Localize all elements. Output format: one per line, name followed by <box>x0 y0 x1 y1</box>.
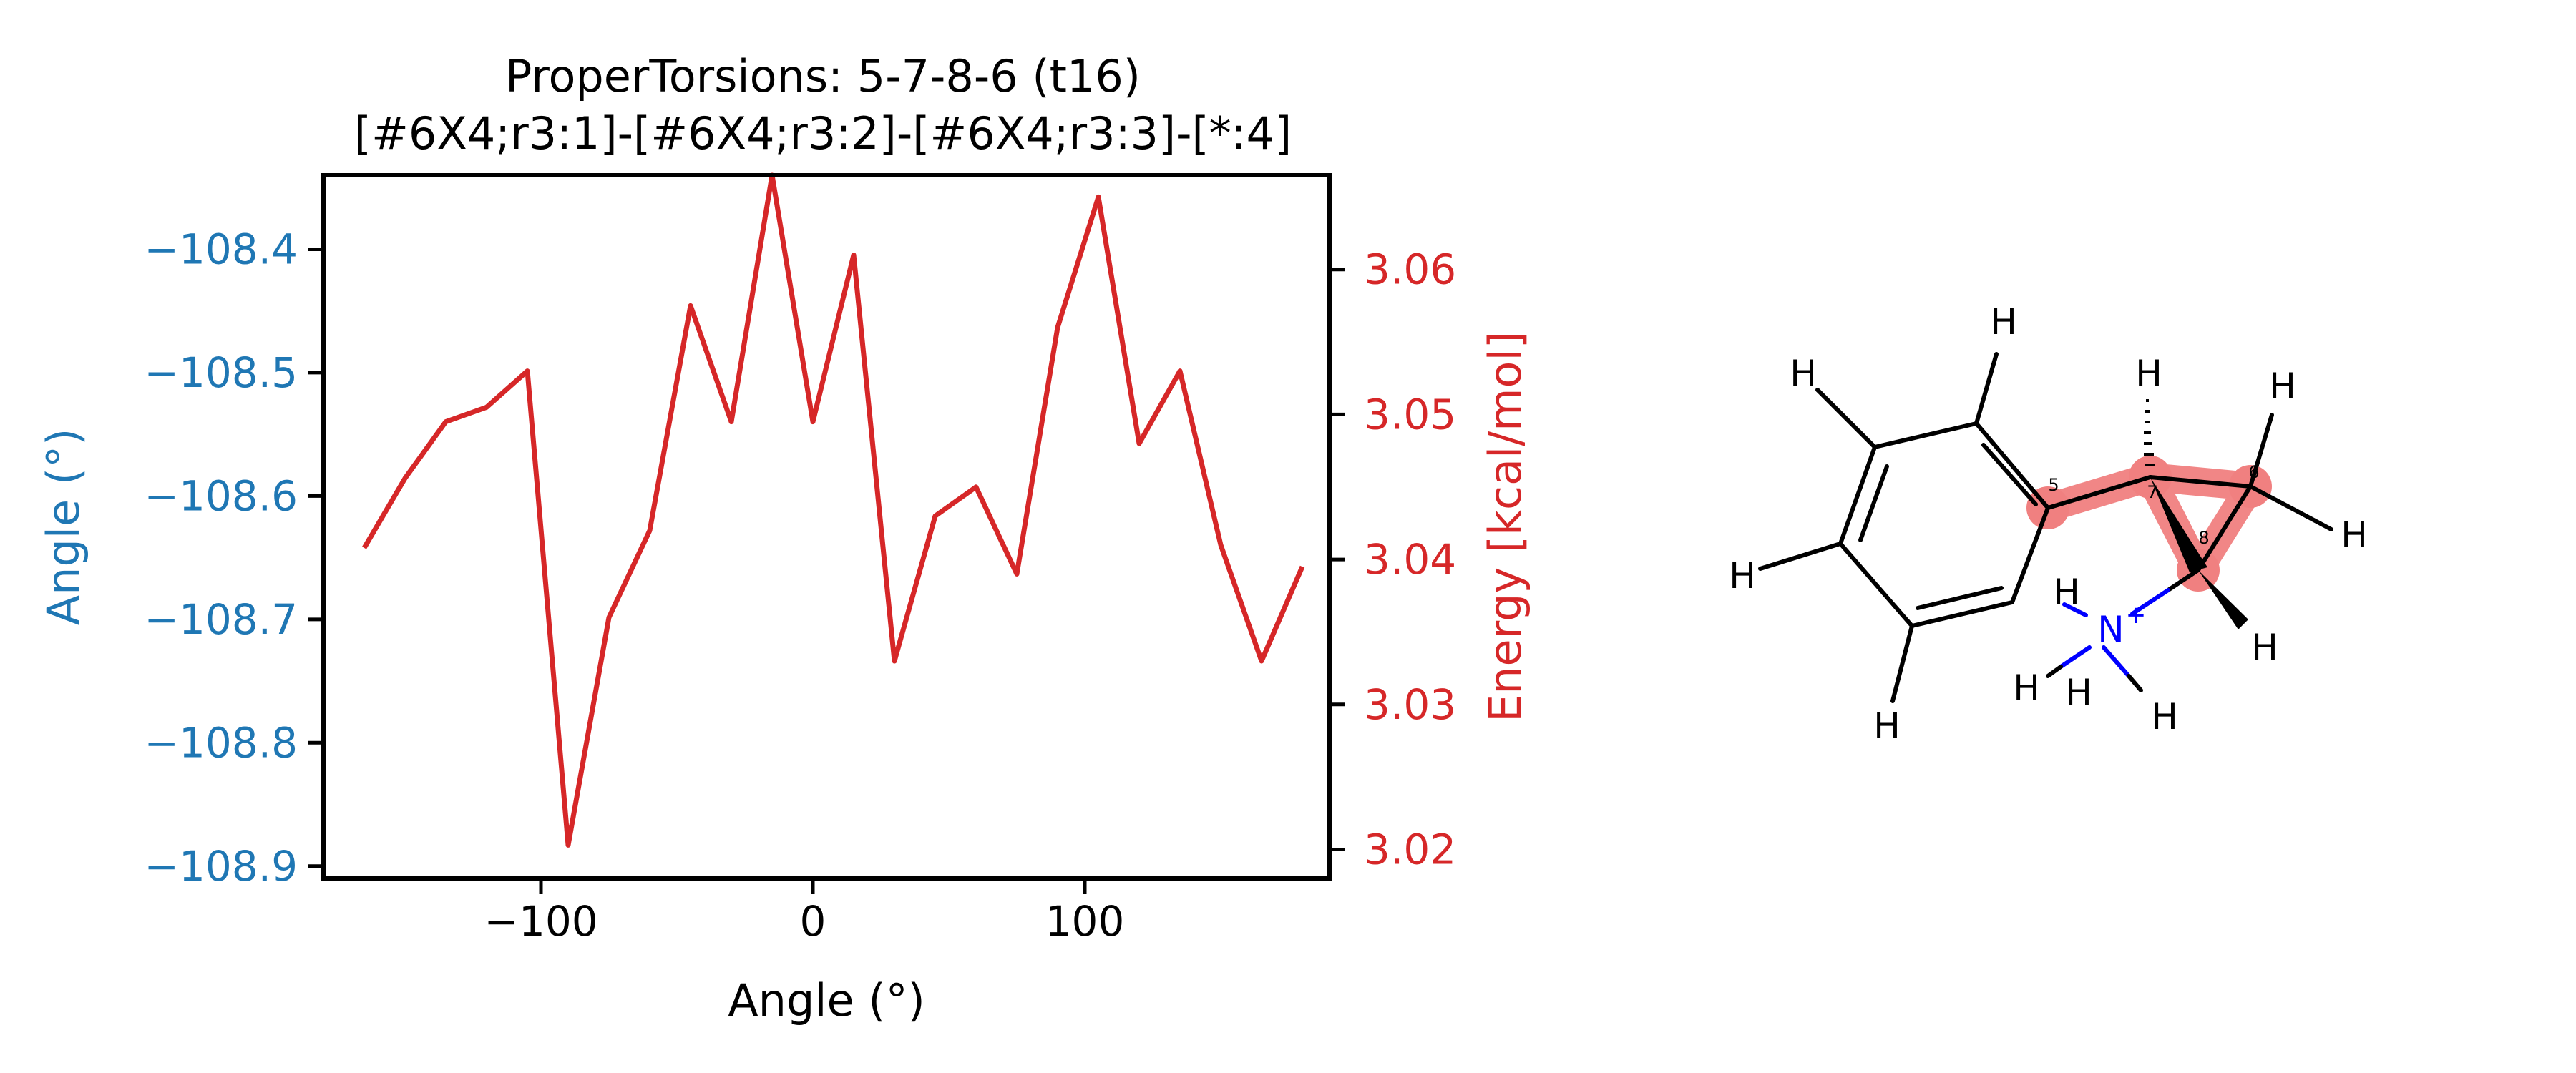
y-right-tick-label: 3.04 <box>1364 535 1456 584</box>
atom-label-h: H <box>1729 555 1756 597</box>
atom-label-h: H <box>2053 572 2080 613</box>
atom-label-h: H <box>2013 667 2040 709</box>
atom-label-h: H <box>1873 705 1901 747</box>
atom-label-h: H <box>2269 366 2296 407</box>
y-left-tick-label: −108.6 <box>144 471 298 520</box>
y-right-axis-label: Energy [kcal/mol] <box>1479 331 1531 722</box>
molecule-structure: H H H H H H H H H H H H N + 5 7 6 8 <box>1729 301 2368 747</box>
y-left-tick-label: −108.4 <box>144 225 298 273</box>
y-left-tick-label: −108.9 <box>144 842 298 891</box>
charge-label: + <box>2126 601 2147 629</box>
plot-frame <box>321 173 1332 881</box>
atom-index-6: 6 <box>2248 462 2259 482</box>
x-axis-label: Angle (°) <box>728 974 925 1027</box>
y-right-tick-label: 3.06 <box>1364 245 1456 294</box>
x-tick-label: −100 <box>484 897 597 946</box>
x-tick-label: 100 <box>1045 897 1125 946</box>
atom-label-nitrogen: N <box>2097 609 2124 650</box>
y-left-axis-label: Angle (°) <box>37 428 89 626</box>
atom-label-h: H <box>2065 672 2092 713</box>
hashed-wedge-bond <box>2144 399 2155 466</box>
atom-index-8: 8 <box>2198 528 2209 548</box>
solid-wedge-bond <box>2150 477 2207 572</box>
chart-subtitle: [#6X4;r3:1]-[#6X4;r3:2]-[#6X4;r3:3]-[*:4… <box>353 107 1292 160</box>
torsion-energy-chart: −100 0 100 −108.4 −108.5 −108.6 −108.7 −108.8 −1… <box>37 172 1531 1027</box>
y-left-tick-label: −108.5 <box>144 348 298 397</box>
atom-label-h: H <box>2151 696 2178 738</box>
atom-label-h: H <box>1990 301 2017 343</box>
solid-wedge-bond-h <box>2198 570 2248 629</box>
chart-title: ProperTorsions: 5-7-8-6 (t16) <box>505 50 1141 102</box>
atom-label-h: H <box>1790 353 1817 394</box>
nitrogen-bonds <box>2046 602 2143 692</box>
atom-label-h: H <box>2135 353 2162 394</box>
series-line <box>361 172 1305 848</box>
x-tick-label: 0 <box>800 897 826 946</box>
y-left-tick-label: −108.7 <box>144 595 298 644</box>
atom-label-h: H <box>2341 514 2368 556</box>
molecule-bonds <box>1758 352 2333 703</box>
atom-label-h: H <box>2251 627 2278 668</box>
atom-index-5: 5 <box>2048 475 2059 495</box>
y-right-tick-label: 3.02 <box>1364 825 1456 873</box>
y-right-tick-label: 3.05 <box>1364 390 1456 438</box>
y-right-tick-label: 3.03 <box>1364 680 1456 729</box>
y-left-tick-label: −108.8 <box>144 718 298 767</box>
atom-index-7: 7 <box>2147 482 2157 502</box>
